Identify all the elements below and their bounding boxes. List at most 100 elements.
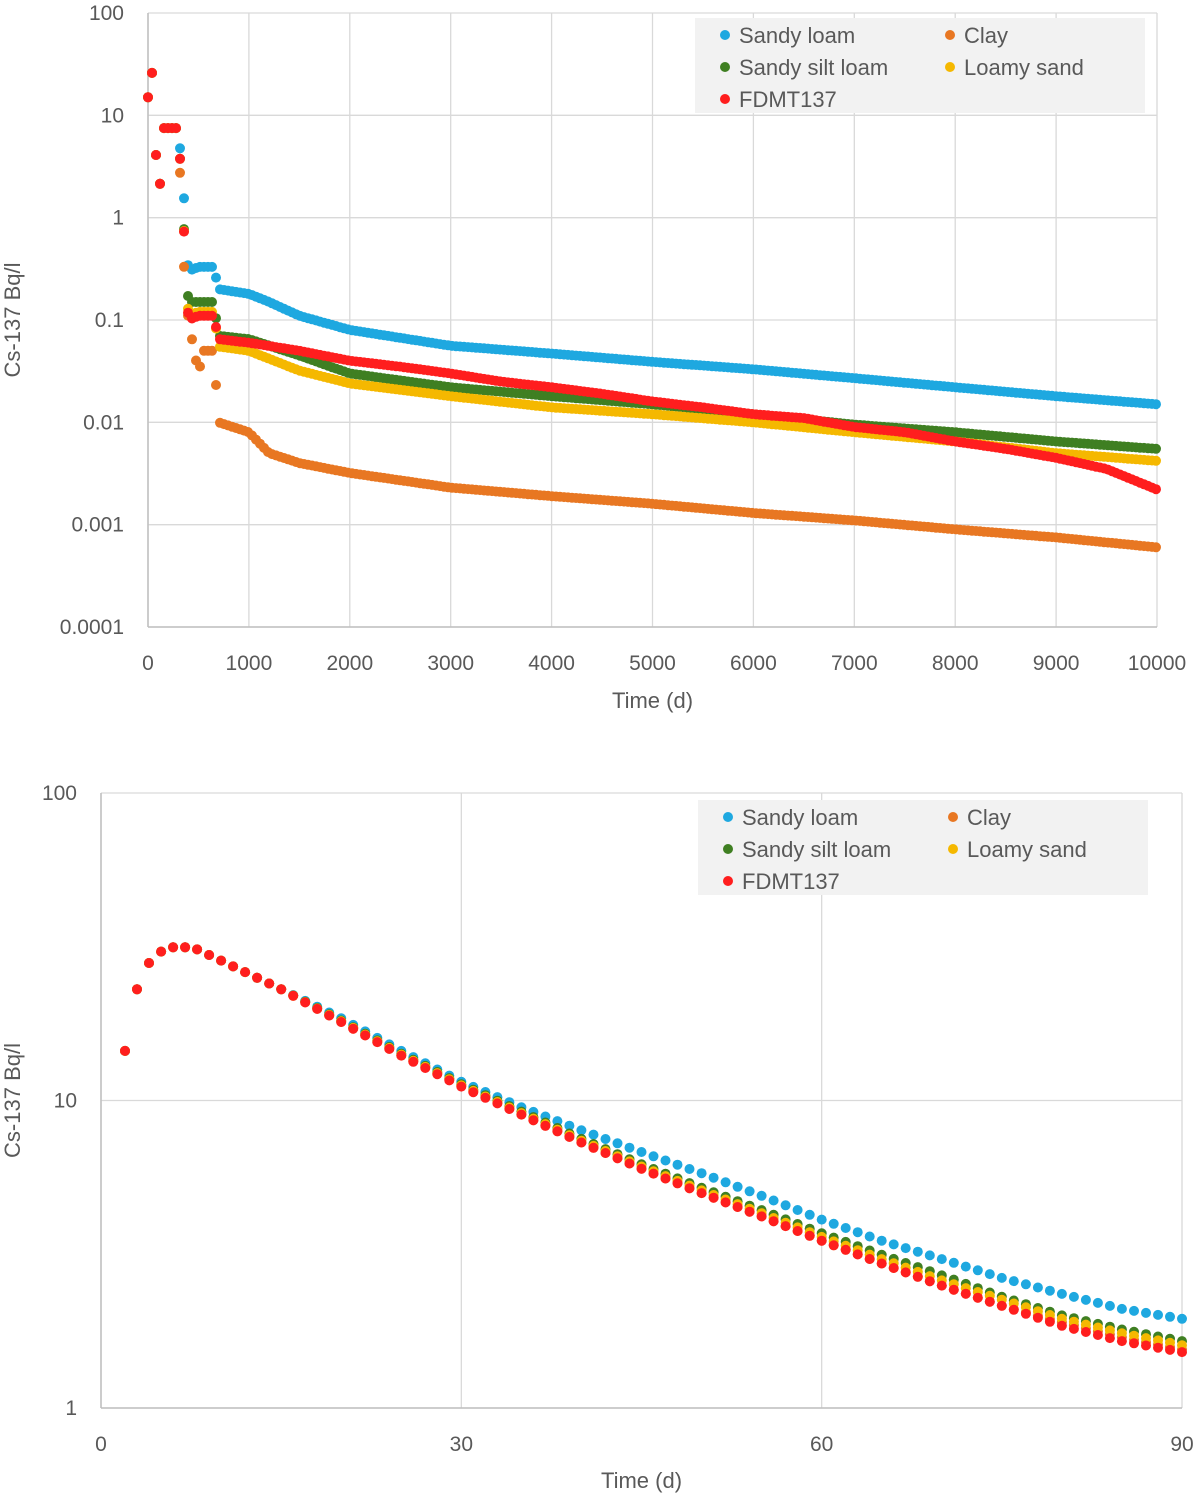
data-point: [516, 1109, 527, 1120]
data-point: [1104, 1333, 1115, 1344]
data-point: [468, 1087, 479, 1098]
data-point: [768, 1195, 779, 1206]
series-clay: [120, 942, 1187, 1355]
data-point: [708, 1192, 719, 1203]
data-point: [312, 1003, 323, 1014]
legend-label: Sandy loam: [742, 805, 858, 830]
data-point: [300, 997, 311, 1008]
x-tick-label: 60: [810, 1433, 833, 1456]
data-point: [228, 961, 239, 972]
legend-item: Loamy sand: [948, 837, 1087, 862]
legend-marker: [945, 30, 955, 40]
data-point: [120, 1045, 130, 1056]
legend-background: [698, 800, 1148, 895]
data-point: [252, 972, 263, 983]
data-point: [852, 1249, 863, 1260]
data-point: [852, 1227, 863, 1238]
data-point: [1141, 1340, 1151, 1351]
legend: Sandy loam Clay Sandy silt loam Loamy sand F…: [698, 800, 1148, 895]
data-point: [888, 1239, 899, 1250]
data-point: [179, 226, 189, 237]
data-point: [175, 153, 185, 164]
data-point: [996, 1272, 1007, 1283]
legend-marker: [945, 62, 955, 72]
data-point: [179, 261, 189, 272]
y-tick-label: 0.0001: [60, 616, 124, 639]
series-sandy-loam: [120, 942, 1187, 1324]
data-point: [672, 1178, 683, 1189]
legend: Sandy loam Clay Sandy silt loam Loamy sand F…: [695, 18, 1145, 113]
data-point: [1056, 1320, 1067, 1331]
data-point: [324, 1010, 335, 1021]
data-point: [912, 1271, 923, 1282]
data-point: [1056, 1288, 1067, 1299]
data-point: [240, 967, 251, 978]
data-point: [588, 1129, 599, 1140]
data-point: [696, 1188, 707, 1199]
data-point: [1008, 1276, 1019, 1287]
data-point: [1104, 1300, 1115, 1311]
y-axis-title: Cs-137 Bq/l: [0, 263, 25, 378]
data-point: [384, 1043, 395, 1054]
data-point: [840, 1244, 851, 1255]
data-point: [696, 1168, 707, 1179]
legend-label: Loamy sand: [964, 55, 1084, 80]
x-tick-label: 2000: [326, 652, 373, 675]
data-point: [732, 1202, 743, 1212]
x-axis-title: Time (d): [601, 1468, 682, 1493]
data-point: [924, 1250, 935, 1261]
data-point: [648, 1151, 659, 1162]
x-tick-label: 3000: [427, 652, 474, 675]
data-point: [1020, 1308, 1031, 1319]
legend-marker: [720, 62, 730, 72]
y-tick-label: 10: [101, 104, 124, 127]
data-point: [147, 67, 157, 78]
legend-label: FDMT137: [742, 869, 840, 894]
data-point: [171, 123, 181, 134]
data-point: [708, 1172, 719, 1183]
x-tick-label: 10000: [1128, 652, 1186, 675]
data-point: [900, 1243, 911, 1254]
data-point: [1044, 1316, 1055, 1327]
data-point: [360, 1030, 371, 1041]
data-point: [540, 1120, 551, 1131]
data-point: [1032, 1282, 1043, 1293]
data-point: [876, 1258, 887, 1269]
data-point: [1141, 1307, 1151, 1318]
data-point: [1165, 1311, 1175, 1322]
data-point: [816, 1214, 827, 1225]
data-point: [1165, 1344, 1175, 1355]
data-point: [864, 1231, 875, 1242]
data-point: [1008, 1304, 1019, 1315]
data-point: [624, 1158, 635, 1169]
data-point: [204, 950, 215, 960]
x-tick-label: 30: [450, 1433, 473, 1456]
data-point: [1044, 1285, 1055, 1296]
legend-marker: [948, 844, 958, 854]
y-tick-label: 100: [89, 2, 124, 25]
data-point: [636, 1163, 647, 1174]
data-point: [1151, 399, 1161, 410]
data-point: [672, 1159, 683, 1170]
data-point: [1129, 1305, 1139, 1316]
data-point: [175, 167, 185, 178]
data-point: [912, 1246, 923, 1257]
data-point: [732, 1181, 743, 1192]
data-point: [600, 1148, 611, 1158]
legend-label: FDMT137: [739, 87, 837, 112]
data-point: [1165, 1337, 1175, 1348]
data-point: [276, 984, 287, 995]
x-tick-label: 5000: [629, 652, 676, 675]
data-point: [1177, 1347, 1187, 1358]
legend-item: FDMT137: [723, 869, 840, 894]
data-point: [420, 1063, 431, 1073]
data-point: [744, 1186, 755, 1197]
legend-item: Clay: [948, 805, 1011, 830]
y-tick-label: 10: [54, 1090, 77, 1113]
data-point: [180, 942, 191, 953]
legend-marker: [723, 876, 733, 886]
data-point: [480, 1092, 491, 1103]
legend-label: Clay: [964, 23, 1008, 48]
series-fdmt137: [143, 67, 1161, 495]
data-point: [972, 1265, 983, 1276]
